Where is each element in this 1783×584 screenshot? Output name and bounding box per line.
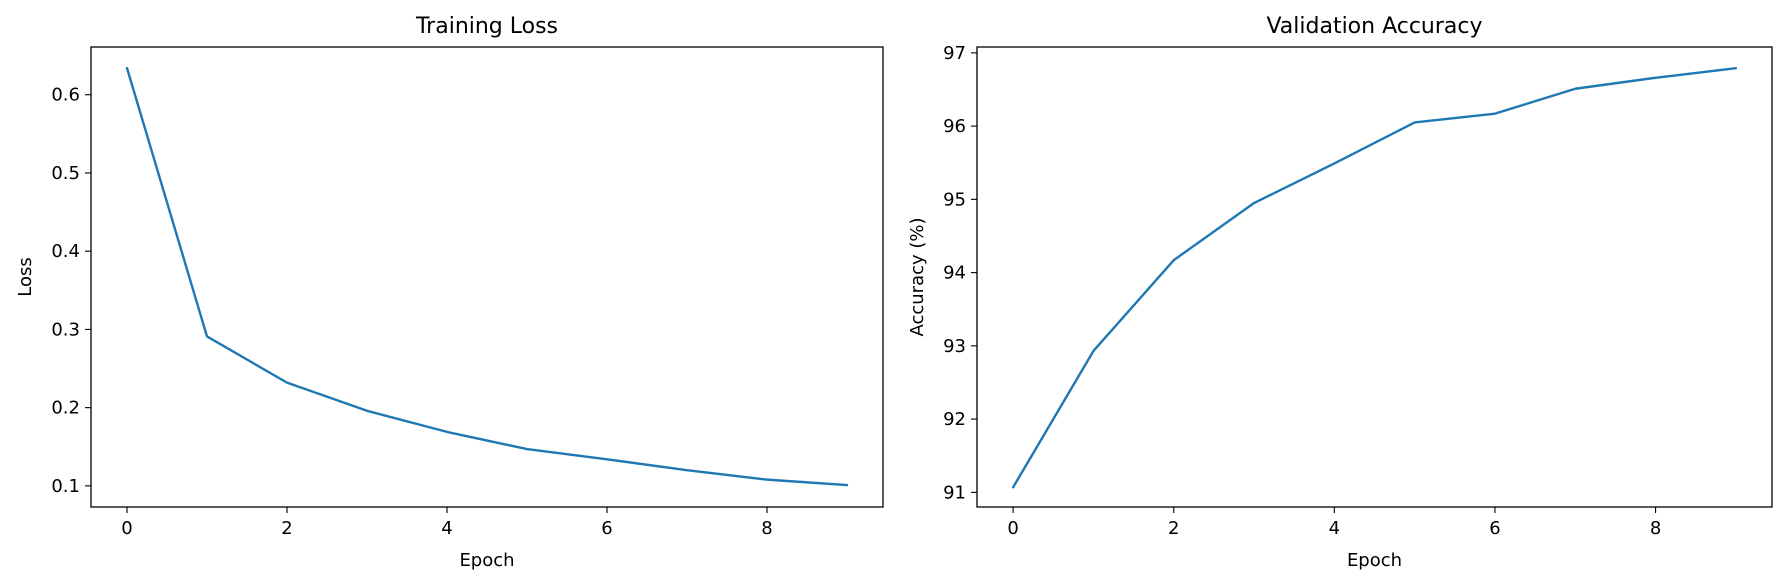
loss-series-line xyxy=(125,66,849,487)
loss-y-tick-label: 0.1 xyxy=(51,476,80,497)
accuracy-y-tick-label: 92 xyxy=(943,409,966,430)
validation-accuracy-panel: 0 2 4 6 8 91 92 93 94 95 96 97 Validation Accuracy Ep… xyxy=(907,14,1773,571)
accuracy-chart-title: Validation Accuracy xyxy=(1266,14,1482,39)
loss-x-tick-label: 4 xyxy=(441,518,452,539)
loss-y-tick-label: 0.4 xyxy=(51,241,80,262)
accuracy-y-tick-label: 95 xyxy=(943,189,966,210)
accuracy-y-axis-label: Accuracy (%) xyxy=(907,217,928,336)
loss-y-axis-label: Loss xyxy=(15,257,36,296)
loss-x-tick-label: 2 xyxy=(281,518,292,539)
accuracy-y-tick-label: 96 xyxy=(943,116,966,137)
accuracy-axes-frame xyxy=(976,46,1773,508)
loss-x-tick-label: 0 xyxy=(121,518,132,539)
accuracy-y-tick-label: 93 xyxy=(943,336,966,357)
accuracy-x-tick-label: 4 xyxy=(1329,518,1340,539)
loss-y-tick-label: 0.5 xyxy=(51,163,80,184)
loss-chart-title: Training Loss xyxy=(415,14,558,39)
loss-axes-frame xyxy=(90,46,884,508)
loss-x-axis-label: Epoch xyxy=(459,550,514,571)
loss-y-tick-label: 0.2 xyxy=(51,398,80,419)
loss-x-tick-label: 8 xyxy=(761,518,772,539)
training-loss-panel: 0 2 4 6 8 0.1 0.2 0.3 0.4 0.5 0.6 Training Loss Epoc… xyxy=(15,14,884,571)
accuracy-x-tick-label: 0 xyxy=(1007,518,1018,539)
accuracy-y-tick-label: 94 xyxy=(943,263,966,284)
accuracy-x-axis-label: Epoch xyxy=(1347,550,1402,571)
accuracy-x-tick-label: 8 xyxy=(1650,518,1661,539)
accuracy-y-tick-label: 97 xyxy=(943,43,966,64)
accuracy-x-tick-label: 2 xyxy=(1168,518,1179,539)
loss-y-tick-label: 0.6 xyxy=(51,85,80,106)
loss-y-tick-label: 0.3 xyxy=(51,319,80,340)
loss-x-tick-label: 6 xyxy=(601,518,612,539)
accuracy-x-tick-label: 6 xyxy=(1489,518,1500,539)
accuracy-series-line xyxy=(1011,67,1738,489)
accuracy-y-tick-label: 91 xyxy=(943,482,966,503)
